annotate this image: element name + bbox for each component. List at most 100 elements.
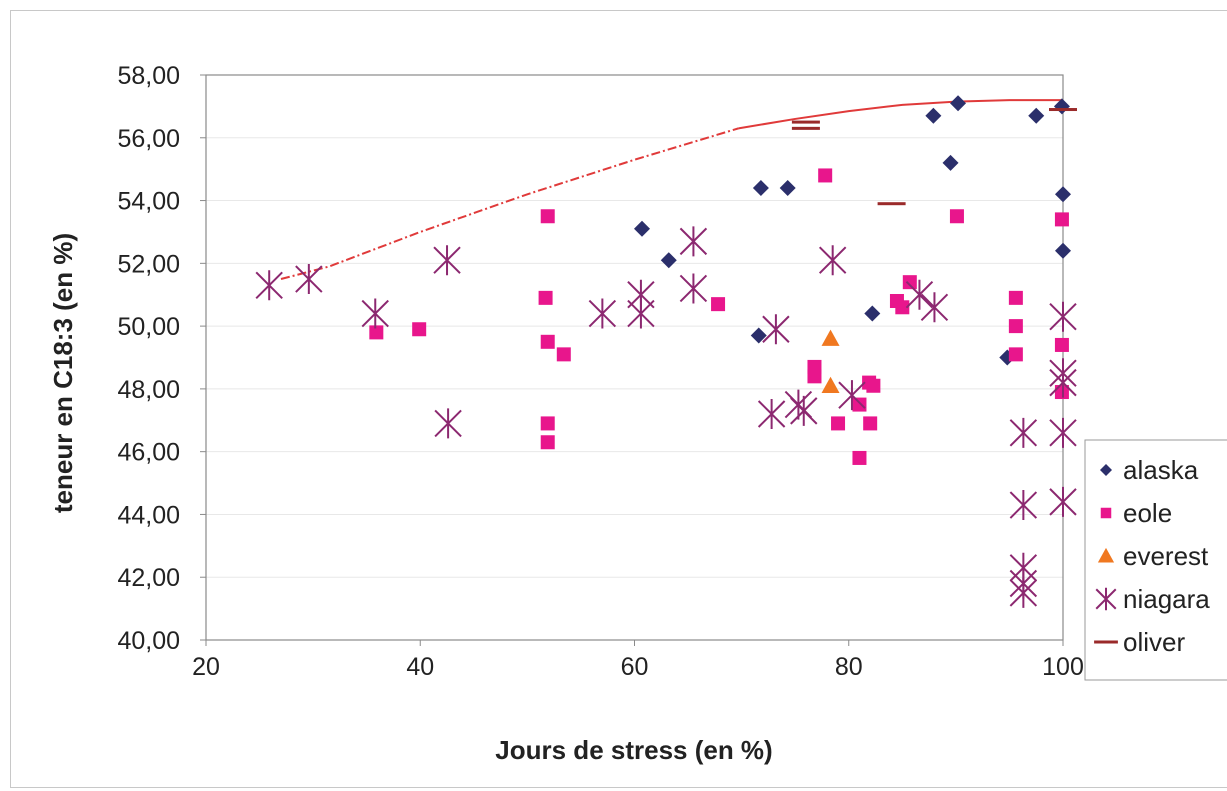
x-tick-label: 60 xyxy=(621,653,649,681)
niagara-point xyxy=(679,226,708,257)
plot-area xyxy=(205,74,1064,641)
niagara-point xyxy=(679,273,708,304)
eole-point xyxy=(807,369,822,384)
envelope-solid-segment xyxy=(738,99,1063,130)
niagara-point xyxy=(255,270,283,301)
niagara-point xyxy=(905,279,934,310)
eole-point xyxy=(1054,337,1069,352)
eole-point xyxy=(863,416,878,431)
eole-point xyxy=(711,297,726,312)
alaska-point xyxy=(1055,186,1071,203)
envelope-dashed-segment xyxy=(280,127,739,280)
alaska-point xyxy=(950,95,967,112)
alaska-point xyxy=(779,180,796,196)
legend-label-alaska: alaska xyxy=(1123,455,1199,485)
oliver-point xyxy=(791,126,820,130)
data-points xyxy=(255,95,1077,608)
eole-point xyxy=(852,450,867,465)
alaska-point xyxy=(925,107,942,124)
legend-swatch-alaska xyxy=(1100,464,1112,476)
everest-point xyxy=(821,376,840,393)
legend-label-niagara: niagara xyxy=(1123,584,1210,614)
legend-label-everest: everest xyxy=(1123,541,1209,571)
eole-point xyxy=(540,209,555,224)
legend-swatch-everest xyxy=(1097,547,1115,563)
niagara-point xyxy=(1049,486,1077,517)
eole-point xyxy=(540,435,555,450)
eole-point xyxy=(1008,290,1023,305)
alaska-point xyxy=(633,220,650,237)
niagara-point xyxy=(757,399,786,429)
y-tick-label: 52,00 xyxy=(117,250,180,278)
niagara-point xyxy=(1049,367,1077,398)
eole-point xyxy=(895,300,910,315)
eole-point xyxy=(540,334,555,349)
eole-point xyxy=(852,397,867,412)
eole-point xyxy=(538,290,553,305)
eole-point xyxy=(949,209,964,224)
legend-label-eole: eole xyxy=(1123,498,1172,528)
eole-point xyxy=(369,325,384,340)
niagara-point xyxy=(1009,417,1038,448)
oliver-point xyxy=(791,120,820,124)
alaska-point xyxy=(660,252,677,269)
eole-point xyxy=(1054,212,1069,227)
niagara-point xyxy=(295,264,323,295)
alaska-point xyxy=(1055,242,1071,259)
y-tick-labels: 40,00 42,00 44,00 46,00 48,00 50,00 52,00 54,00… xyxy=(117,62,206,655)
y-tick-label: 56,00 xyxy=(117,125,180,153)
y-tick-label: 50,00 xyxy=(117,313,180,341)
oliver-point xyxy=(1049,108,1077,112)
niagara-point xyxy=(1009,577,1038,608)
x-tick-label: 80 xyxy=(835,653,863,681)
envelope-line xyxy=(280,99,1063,280)
alaska-point xyxy=(942,154,959,171)
niagara-point xyxy=(627,298,655,329)
niagara-point xyxy=(434,408,462,439)
niagara-point xyxy=(433,245,461,276)
legend-swatch-eole xyxy=(1100,507,1112,519)
alaska-point xyxy=(752,180,769,196)
alaska-point xyxy=(1028,107,1045,124)
y-tick-label: 48,00 xyxy=(117,376,180,404)
eole-point xyxy=(902,275,917,290)
x-tick-labels: 20 40 60 80 100 xyxy=(192,640,1084,681)
niagara-point xyxy=(588,298,617,329)
x-tick-label: 100 xyxy=(1042,653,1084,681)
niagara-point xyxy=(920,292,949,323)
niagara-point xyxy=(361,298,389,329)
chart-frame xyxy=(10,10,1227,788)
legend-swatch-oliver xyxy=(1094,640,1118,644)
legend: alaska eole everest niagara oliver xyxy=(1084,439,1227,681)
everest-point xyxy=(821,329,840,346)
eole-point xyxy=(831,416,846,431)
eole-point xyxy=(818,168,833,183)
x-tick-label: 20 xyxy=(192,653,220,681)
niagara-point xyxy=(790,395,818,426)
x-axis-label: Jours de stress (en %) xyxy=(495,735,772,765)
legend-label-oliver: oliver xyxy=(1123,627,1185,657)
eole-point xyxy=(556,347,571,362)
eole-point xyxy=(1008,319,1023,334)
eole-point xyxy=(412,322,427,337)
niagara-point xyxy=(1049,417,1077,448)
alaska-point xyxy=(864,305,881,322)
y-tick-label: 58,00 xyxy=(117,62,180,90)
y-tick-label: 40,00 xyxy=(117,627,180,655)
niagara-point xyxy=(818,245,847,276)
y-tick-label: 46,00 xyxy=(117,439,180,467)
y-axis-label: teneur en C18:3 (en %) xyxy=(48,233,78,513)
eole-point xyxy=(540,416,555,431)
x-tick-label: 40 xyxy=(406,653,434,681)
oliver-point xyxy=(877,202,906,206)
y-tick-label: 44,00 xyxy=(117,501,180,529)
y-tick-label: 42,00 xyxy=(117,564,180,592)
y-tick-label: 54,00 xyxy=(117,188,180,216)
niagara-point xyxy=(1009,490,1038,521)
niagara-point xyxy=(762,314,790,345)
niagara-point xyxy=(1049,301,1077,332)
grid-lines xyxy=(206,137,1063,578)
legend-swatch-niagara xyxy=(1095,587,1117,611)
alaska-point xyxy=(750,327,767,344)
